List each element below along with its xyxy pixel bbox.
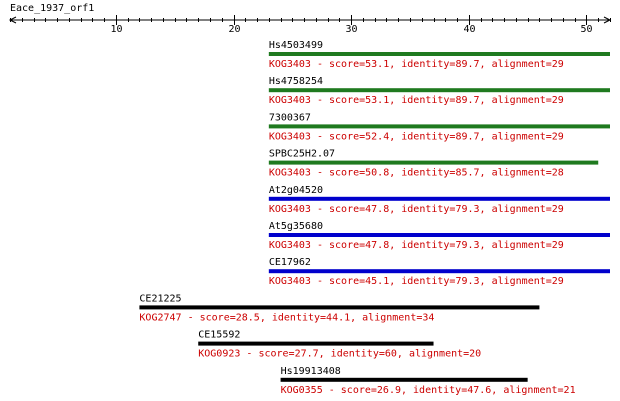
- hit-bar[interactable]: [198, 341, 434, 346]
- hit-name[interactable]: CE15592: [198, 330, 240, 341]
- hit-bar[interactable]: [268, 88, 610, 93]
- hit-track[interactable]: CE17962 KOG3403 - score=45.1, identity=79…: [268, 257, 610, 287]
- hit-bar[interactable]: [268, 196, 610, 201]
- hit-detail: KOG0355 - score=26.9, identity=47.6, ali…: [281, 385, 576, 396]
- hit-detail: KOG3403 - score=47.8, identity=79.3, ali…: [269, 240, 564, 251]
- sequence-axis: 10 20 30 40 50: [8, 15, 612, 35]
- hit-detail: KOG0923 - score=27.7, identity=60, align…: [198, 349, 481, 360]
- query-name: Eace_1937_orf1: [10, 3, 94, 14]
- hit-track[interactable]: Hs4503499 KOG3403 - score=53.1, identity=…: [268, 40, 610, 70]
- hit-bar[interactable]: [139, 305, 540, 310]
- hit-bar[interactable]: [268, 160, 599, 165]
- hit-track[interactable]: Hs4758254 KOG3403 - score=53.1, identity=…: [268, 76, 610, 106]
- axis-tick-label: 10: [110, 24, 122, 35]
- hit-detail: KOG3403 - score=53.1, identity=89.7, ali…: [269, 59, 564, 70]
- hit-name[interactable]: 7300367: [269, 112, 311, 123]
- hit-detail: KOG3403 - score=45.1, identity=79.3, ali…: [269, 276, 564, 287]
- hit-track[interactable]: Hs19913408 KOG0355 - score=26.9, identity…: [280, 366, 576, 396]
- hit-track[interactable]: CE15592 KOG0923 - score=27.7, identity=60…: [198, 330, 481, 360]
- axis-tick-label: 40: [463, 24, 475, 35]
- hit-detail: KOG2747 - score=28.5, identity=44.1, ali…: [139, 312, 434, 323]
- hit-bar[interactable]: [268, 52, 610, 56]
- hit-name[interactable]: At2g04520: [269, 185, 323, 196]
- hit-name[interactable]: CE17962: [269, 257, 311, 268]
- axis-tick-label: 20: [228, 24, 240, 35]
- hit-track[interactable]: 7300367 KOG3403 - score=52.4, identity=89…: [268, 112, 610, 142]
- hit-bar[interactable]: [268, 233, 610, 237]
- hit-tracks: Hs4503499 KOG3403 - score=53.1, identity=…: [139, 40, 610, 396]
- hit-name[interactable]: SPBC25H2.07: [269, 149, 335, 160]
- axis-tick-label: 50: [580, 24, 592, 35]
- hit-name[interactable]: Hs4503499: [269, 40, 323, 51]
- hit-track[interactable]: CE21225 KOG2747 - score=28.5, identity=44…: [139, 293, 540, 323]
- hit-name[interactable]: At5g35680: [269, 221, 323, 232]
- hit-detail: KOG3403 - score=50.8, identity=85.7, ali…: [269, 168, 564, 179]
- hit-name[interactable]: Hs4758254: [269, 76, 323, 87]
- hit-bar[interactable]: [268, 269, 610, 274]
- hit-track[interactable]: At5g35680 KOG3403 - score=47.8, identity=…: [268, 221, 610, 251]
- hit-detail: KOG3403 - score=53.1, identity=89.7, ali…: [269, 95, 564, 106]
- hit-detail: KOG3403 - score=47.8, identity=79.3, ali…: [269, 204, 564, 215]
- hit-bar[interactable]: [268, 124, 610, 129]
- hit-track[interactable]: At2g04520 KOG3403 - score=47.8, identity=…: [268, 185, 610, 215]
- hit-track[interactable]: SPBC25H2.07 KOG3403 - score=50.8, identit…: [268, 149, 599, 179]
- hit-detail: KOG3403 - score=52.4, identity=89.7, ali…: [269, 131, 564, 142]
- axis-tick-label: 30: [345, 24, 357, 35]
- hit-bar[interactable]: [280, 377, 528, 382]
- hit-name[interactable]: CE21225: [139, 293, 181, 304]
- hit-name[interactable]: Hs19913408: [281, 366, 341, 377]
